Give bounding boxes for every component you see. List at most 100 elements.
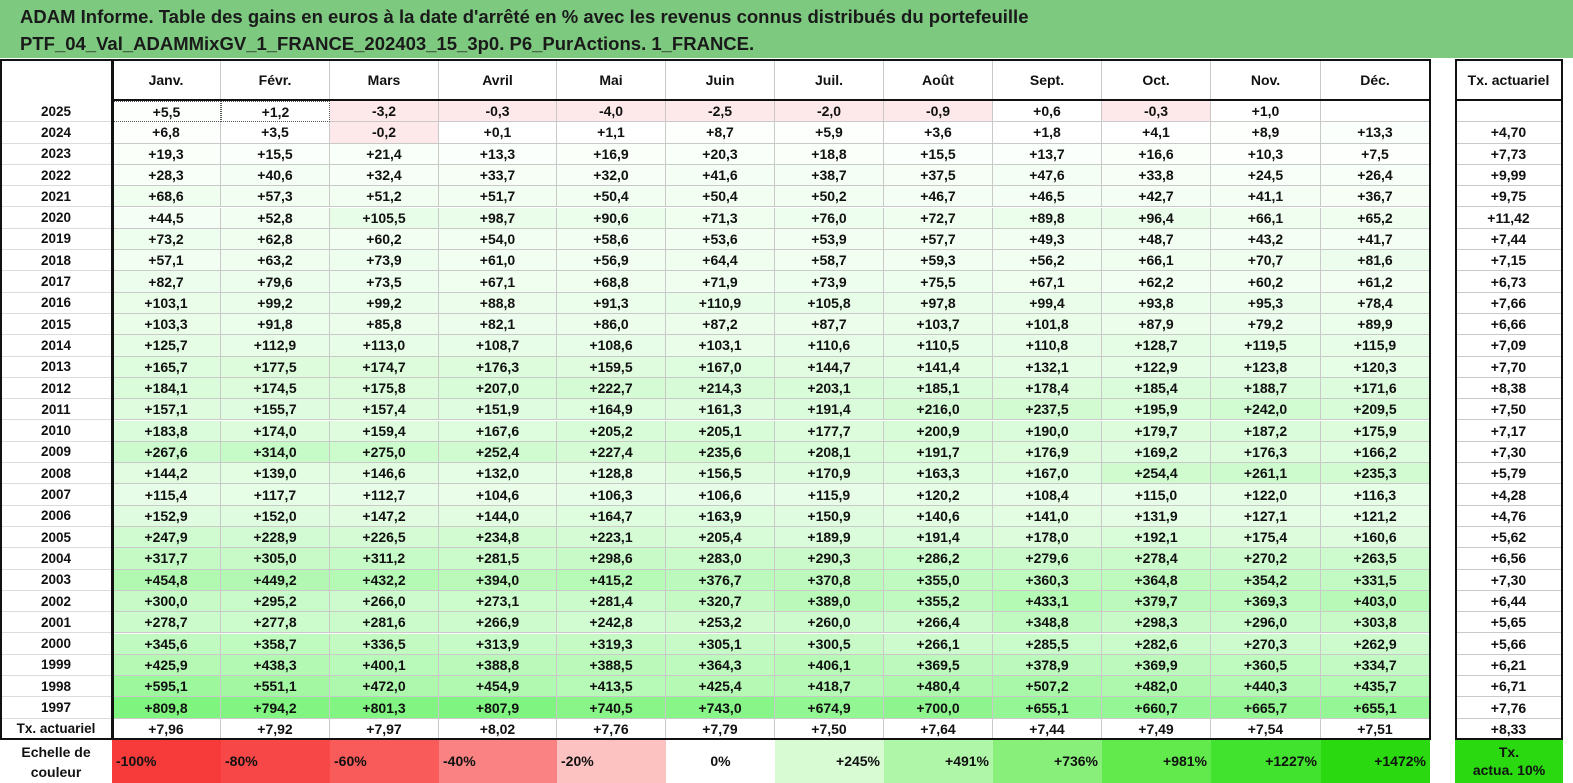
gain-cell: +438,3 <box>221 654 330 677</box>
gain-cell: +266,0 <box>330 590 439 613</box>
gain-cell: +68,6 <box>112 186 221 208</box>
gain-cell: +49,3 <box>993 228 1102 251</box>
gain-cell: +454,9 <box>439 676 557 698</box>
gain-cell: +369,5 <box>884 654 993 677</box>
gain-cell: +165,7 <box>112 356 221 378</box>
gain-cell: +1,0 <box>1211 101 1321 123</box>
color-scale-label-line: Echelle de <box>21 743 91 760</box>
gain-cell: +90,6 <box>557 207 666 229</box>
gain-cell: +120,2 <box>884 484 993 506</box>
gain-cell: +205,4 <box>666 527 775 549</box>
month-header: Avril <box>439 59 557 101</box>
gain-cell: +91,8 <box>221 314 330 336</box>
gain-cell: +128,7 <box>1102 335 1211 357</box>
color-scale-label-line: couleur <box>30 763 82 780</box>
footer-rate-cell: +7,79 <box>666 718 775 740</box>
gain-cell: +50,4 <box>557 186 666 208</box>
gain-cell: +50,4 <box>666 186 775 208</box>
gain-cell: +20,3 <box>666 143 775 165</box>
gain-cell: +285,5 <box>993 633 1102 655</box>
gain-cell: +123,8 <box>1211 356 1321 378</box>
month-header: Août <box>884 59 993 101</box>
gain-cell: +16,9 <box>557 143 666 165</box>
gain-cell: +433,1 <box>993 590 1102 613</box>
footer-rate-cell: +7,92 <box>221 718 330 740</box>
gain-cell: +262,9 <box>1321 633 1430 655</box>
gain-cell: +101,8 <box>993 314 1102 336</box>
rate-cell: +4,70 <box>1455 122 1563 144</box>
gain-cell: +82,1 <box>439 314 557 336</box>
gain-cell: +185,4 <box>1102 377 1211 400</box>
year-label: 2012 <box>0 377 112 400</box>
gain-cell: +270,3 <box>1211 633 1321 655</box>
rate-cell: +7,17 <box>1455 420 1563 442</box>
gain-cell: +57,1 <box>112 250 221 272</box>
footer-rate-cell: +7,97 <box>330 718 439 740</box>
gain-cell: +41,6 <box>666 164 775 187</box>
gain-cell: +139,0 <box>221 463 330 485</box>
rate-cell: +6,73 <box>1455 271 1563 293</box>
gain-cell: +59,3 <box>884 250 993 272</box>
gain-cell: +147,2 <box>330 505 439 527</box>
gain-cell: +184,1 <box>112 377 221 400</box>
gain-cell: +73,9 <box>775 271 884 293</box>
gain-cell: +313,9 <box>439 633 557 655</box>
footer-rate-cell: +7,49 <box>1102 718 1211 740</box>
gain-cell: +115,9 <box>1321 335 1430 357</box>
gain-cell: +104,6 <box>439 484 557 506</box>
gain-cell: +254,4 <box>1102 463 1211 485</box>
gain-cell: +18,8 <box>775 143 884 165</box>
gain-cell: +354,2 <box>1211 569 1321 591</box>
gain-cell: +105,5 <box>330 207 439 229</box>
gain-cell: +89,8 <box>993 207 1102 229</box>
gain-cell: +216,0 <box>884 399 993 421</box>
gain-cell: +235,6 <box>666 441 775 464</box>
gain-cell: +157,1 <box>112 399 221 421</box>
gain-cell: +13,3 <box>439 143 557 165</box>
gain-cell: +51,7 <box>439 186 557 208</box>
gain-cell: +415,2 <box>557 569 666 591</box>
gain-cell: +32,0 <box>557 164 666 187</box>
gain-cell: +235,3 <box>1321 463 1430 485</box>
rate-cell: +6,21 <box>1455 654 1563 677</box>
rate-cell: +5,62 <box>1455 527 1563 549</box>
gain-cell: +113,0 <box>330 335 439 357</box>
gain-cell: +88,8 <box>439 292 557 314</box>
year-label: 2004 <box>0 548 112 570</box>
gain-cell: +21,4 <box>330 143 439 165</box>
gain-cell: +63,2 <box>221 250 330 272</box>
color-scale-step: -100% <box>112 739 221 783</box>
gain-cell: +185,1 <box>884 377 993 400</box>
gain-cell: +50,2 <box>775 186 884 208</box>
gain-cell: +3,6 <box>884 122 993 144</box>
gain-cell: +132,0 <box>439 463 557 485</box>
year-label: 1999 <box>0 654 112 677</box>
gain-cell: +807,9 <box>439 697 557 719</box>
rate-cell: +5,79 <box>1455 463 1563 485</box>
gain-cell: +320,7 <box>666 590 775 613</box>
gain-cell: +195,9 <box>1102 399 1211 421</box>
gain-cell: +144,2 <box>112 463 221 485</box>
gain-cell: +507,2 <box>993 676 1102 698</box>
gain-cell: +89,9 <box>1321 314 1430 336</box>
gain-cell: +33,8 <box>1102 164 1211 187</box>
gain-cell: +266,1 <box>884 633 993 655</box>
gain-cell: +263,5 <box>1321 548 1430 570</box>
gain-cell: +355,2 <box>884 590 993 613</box>
gain-cell: +72,7 <box>884 207 993 229</box>
gain-cell: +87,7 <box>775 314 884 336</box>
color-scale-step: -20% <box>557 739 666 783</box>
gain-cell: +261,1 <box>1211 463 1321 485</box>
footer-rate-cell: +7,50 <box>775 718 884 740</box>
gain-cell: +160,6 <box>1321 527 1430 549</box>
gain-cell: +166,2 <box>1321 441 1430 464</box>
month-header: Janv. <box>112 59 221 101</box>
gain-cell: +53,6 <box>666 228 775 251</box>
gain-cell: +110,8 <box>993 335 1102 357</box>
rate-cell <box>1455 101 1563 123</box>
gain-cell: +60,2 <box>330 228 439 251</box>
gain-cell: +122,9 <box>1102 356 1211 378</box>
gain-cell: +99,2 <box>221 292 330 314</box>
footer-rate-cell: +7,96 <box>112 718 221 740</box>
